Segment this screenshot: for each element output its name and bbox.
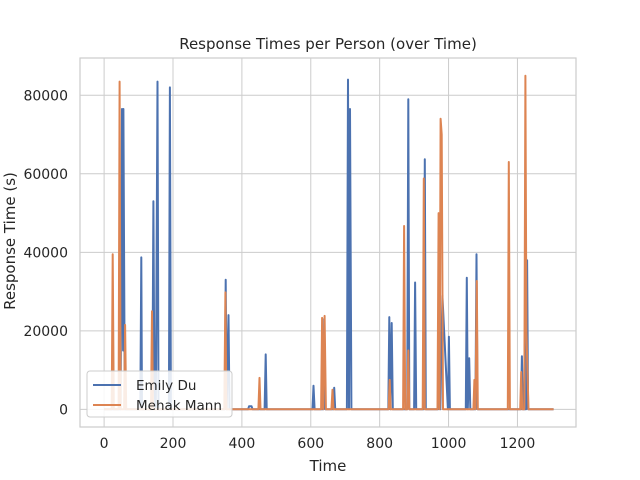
series-line-emily-du	[104, 78, 554, 411]
grid-layer	[80, 58, 576, 427]
x-axis-label: Time	[309, 457, 347, 475]
y-tick-label: 60000	[23, 167, 68, 183]
y-tick-label: 80000	[23, 88, 68, 104]
series-layer	[104, 74, 554, 411]
x-tick-label: 800	[366, 436, 393, 452]
x-tick-label: 1000	[431, 436, 467, 452]
x-tick-label: 600	[297, 436, 324, 452]
axis-frame	[79, 57, 577, 428]
x-tick-label: 0	[100, 436, 109, 452]
legend-label: Mehak Mann	[136, 398, 222, 414]
x-tick-label: 1200	[500, 436, 536, 452]
legend: Emily Du Mehak Mann	[86, 370, 233, 418]
y-axis-label: Response Time (s)	[1, 172, 19, 310]
legend-label: Emily Du	[136, 378, 196, 394]
y-tick-label: 40000	[23, 245, 68, 261]
x-tick-label: 400	[229, 436, 256, 452]
chart-title: Response Times per Person (over Time)	[179, 35, 477, 53]
ticks-layer: 0 200 400 600 800 1000 1200 0 20000 40000 60000 800…	[23, 88, 535, 452]
y-tick-label: 20000	[23, 324, 68, 340]
y-tick-label: 0	[59, 402, 68, 418]
x-tick-label: 200	[160, 436, 187, 452]
legend-box	[86, 370, 233, 418]
